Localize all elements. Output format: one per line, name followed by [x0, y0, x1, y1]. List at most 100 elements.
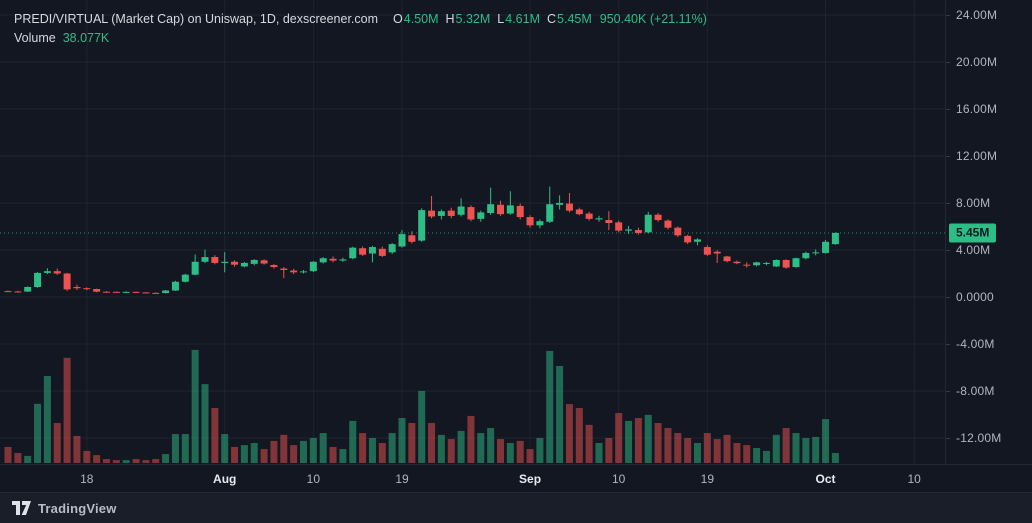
volume-bar: [477, 433, 485, 463]
candle-body: [270, 265, 278, 268]
volume-bar: [615, 413, 623, 463]
volume-bar: [595, 443, 603, 463]
ohlc-low-value: 4.61M: [505, 12, 540, 26]
footer-bar: TradingView: [0, 492, 1032, 523]
volume-bar: [684, 438, 692, 463]
candle-body: [703, 247, 711, 255]
price-tick-mark: [946, 344, 950, 345]
candle-body: [437, 211, 445, 216]
volume-bar: [536, 438, 544, 463]
candle-body: [575, 209, 583, 215]
price-tick-mark: [946, 15, 950, 16]
candle-body: [142, 292, 150, 294]
candle-body: [684, 235, 692, 243]
candle-body: [378, 248, 386, 256]
volume-bar: [822, 419, 830, 463]
candle-body: [595, 218, 603, 220]
volume-bar: [497, 439, 504, 463]
volume-bar: [812, 436, 820, 463]
candlestick-chart[interactable]: [0, 0, 945, 464]
candle-body: [112, 291, 120, 293]
volume-bar: [605, 438, 613, 463]
volume-bar: [112, 460, 120, 463]
candle-body: [191, 261, 199, 275]
volume-bar: [142, 460, 150, 463]
candle-body: [772, 259, 780, 267]
volume-bar: [585, 424, 593, 463]
volume-bar: [753, 448, 761, 463]
volume-bar: [4, 446, 12, 463]
candle-body: [408, 235, 416, 242]
volume-label[interactable]: Volume: [14, 31, 56, 45]
volume-bar: [664, 428, 672, 463]
volume-bar: [171, 434, 179, 463]
volume-bar: [408, 423, 416, 463]
ohlc-low-key: L: [497, 12, 505, 26]
tradingview-brand-text[interactable]: TradingView: [38, 500, 117, 516]
volume-bar: [309, 438, 317, 463]
volume-bar: [329, 446, 337, 463]
volume-row: Volume 38.077K: [14, 29, 707, 48]
candle-body: [831, 232, 839, 245]
candle-body: [487, 204, 495, 213]
price-tick-mark: [946, 62, 950, 63]
price-tick-label: 16.00M: [956, 102, 998, 116]
volume-bar: [132, 459, 140, 463]
candle-body: [812, 252, 820, 254]
ohlc-high-value: 5.32M: [455, 12, 491, 26]
candle-body: [457, 206, 465, 215]
volume-bar: [270, 440, 278, 463]
price-tick-label: 24.00M: [956, 8, 998, 22]
ohlc-open-key: O: [393, 12, 403, 26]
chart-plot-area[interactable]: [0, 0, 945, 464]
time-axis[interactable]: 18 Aug 10 19 Sep 10 19 Oct 10: [0, 464, 1032, 492]
price-tick-label: 0.0000: [956, 290, 994, 304]
price-axis[interactable]: 24.00M 20.00M 16.00M 12.00M 8.00M 4.00M 0.0000…: [945, 0, 1032, 464]
candle-body: [4, 291, 12, 293]
volume-bar: [447, 439, 455, 463]
volume-bar: [506, 443, 514, 463]
volume-bar: [378, 443, 386, 463]
volume-bar: [674, 433, 682, 463]
volume-bar: [359, 433, 367, 463]
symbol-title[interactable]: PREDI/VIRTUAL (Market Cap) on Uniswap, 1…: [14, 12, 379, 26]
volume-bar: [418, 390, 426, 463]
candle-body: [34, 272, 42, 288]
time-tick-label: 10: [306, 471, 321, 486]
volume-bar: [211, 408, 219, 463]
volume-bar: [743, 445, 751, 463]
candle-body: [615, 222, 623, 231]
volume-bar: [575, 408, 583, 463]
candle-body: [634, 230, 642, 233]
candle-body: [103, 291, 110, 293]
price-tick-label: -12.00M: [956, 431, 1002, 445]
candle-body: [162, 290, 170, 294]
candle-body: [526, 217, 534, 226]
candle-body: [428, 210, 436, 217]
candle-body: [546, 204, 554, 222]
tradingview-logo-icon[interactable]: [12, 501, 31, 515]
candle-body: [694, 239, 701, 242]
volume-bar: [221, 434, 229, 463]
volume-bar: [349, 420, 357, 463]
volume-bar: [43, 375, 51, 463]
candle-body: [388, 244, 396, 253]
candle-body: [447, 210, 455, 216]
candle-body: [152, 292, 160, 294]
volume-bar: [428, 423, 436, 463]
volume-bar: [63, 357, 71, 463]
volume-bar: [14, 453, 22, 463]
candle-body: [329, 258, 337, 261]
price-tick-mark: [946, 156, 950, 157]
candle-body: [654, 214, 662, 221]
volume-bar: [398, 418, 406, 463]
ohlc-high-key: H: [445, 12, 455, 26]
volume-bar: [280, 434, 288, 463]
candle-body: [762, 262, 770, 264]
candle-body: [319, 258, 327, 263]
candle-body: [260, 260, 268, 264]
change-value: 950.40K (+21.11%): [599, 12, 707, 26]
volume-bar: [831, 452, 839, 463]
candle-body: [73, 287, 81, 289]
